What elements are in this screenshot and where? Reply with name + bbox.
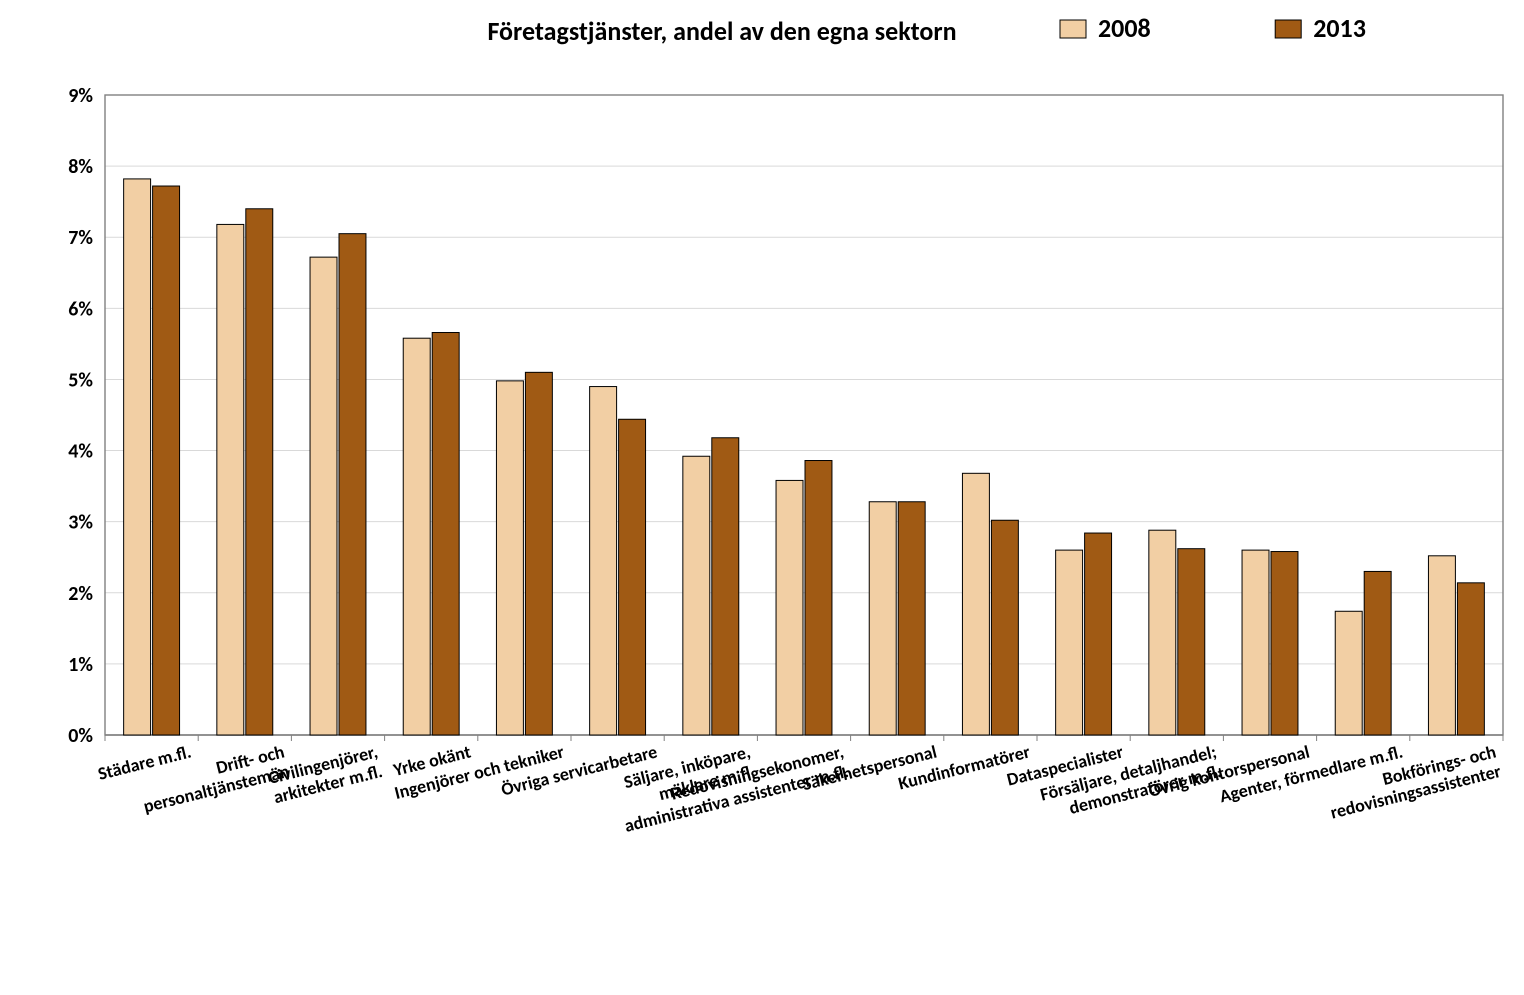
- legend-swatch-2008: [1060, 20, 1086, 38]
- bar-2008: [1428, 556, 1455, 735]
- y-tick-label: 7%: [68, 226, 93, 250]
- legend-swatch-2013: [1275, 20, 1301, 38]
- bar-2013: [1364, 571, 1391, 735]
- bar-2008: [1335, 611, 1362, 735]
- bar-2013: [898, 502, 925, 735]
- bar-2008: [496, 381, 523, 735]
- legend-label-2013: 2013: [1313, 12, 1366, 44]
- bar-2008: [1056, 550, 1083, 735]
- legend-label-2008: 2008: [1098, 12, 1151, 44]
- bar-2008: [1149, 530, 1176, 735]
- bar-2013: [153, 186, 180, 735]
- bar-2013: [991, 520, 1018, 735]
- y-tick-label: 6%: [68, 297, 93, 321]
- y-tick-label: 8%: [68, 155, 93, 179]
- bar-2008: [217, 224, 244, 735]
- chart-container: Företagstjänster, andel av den egna sekt…: [0, 0, 1524, 995]
- bar-2008: [403, 338, 430, 735]
- bar-2008: [962, 473, 989, 735]
- bar-2013: [1271, 552, 1298, 735]
- bar-2008: [590, 387, 617, 735]
- bar-2013: [712, 438, 739, 735]
- bar-2013: [1457, 583, 1484, 735]
- y-tick-label: 1%: [68, 653, 93, 677]
- y-tick-label: 9%: [68, 84, 93, 108]
- bar-2008: [1242, 550, 1269, 735]
- y-tick-label: 3%: [68, 511, 93, 535]
- y-tick-label: 2%: [68, 582, 93, 606]
- bar-2008: [310, 257, 337, 735]
- bar-2013: [246, 209, 273, 735]
- bar-2013: [525, 372, 552, 735]
- bar-2013: [805, 461, 832, 735]
- bar-2008: [124, 179, 151, 735]
- bar-2008: [869, 502, 896, 735]
- bar-2013: [339, 234, 366, 735]
- y-tick-label: 5%: [68, 368, 93, 392]
- bar-2013: [619, 419, 646, 735]
- y-tick-label: 0%: [68, 724, 93, 748]
- bar-2013: [1178, 549, 1205, 735]
- bar-2008: [683, 456, 710, 735]
- bar-2008: [776, 480, 803, 735]
- bar-2013: [1085, 533, 1112, 735]
- chart-title: Företagstjänster, andel av den egna sekt…: [487, 15, 956, 47]
- bar-2013: [432, 333, 459, 735]
- y-tick-label: 4%: [68, 440, 93, 464]
